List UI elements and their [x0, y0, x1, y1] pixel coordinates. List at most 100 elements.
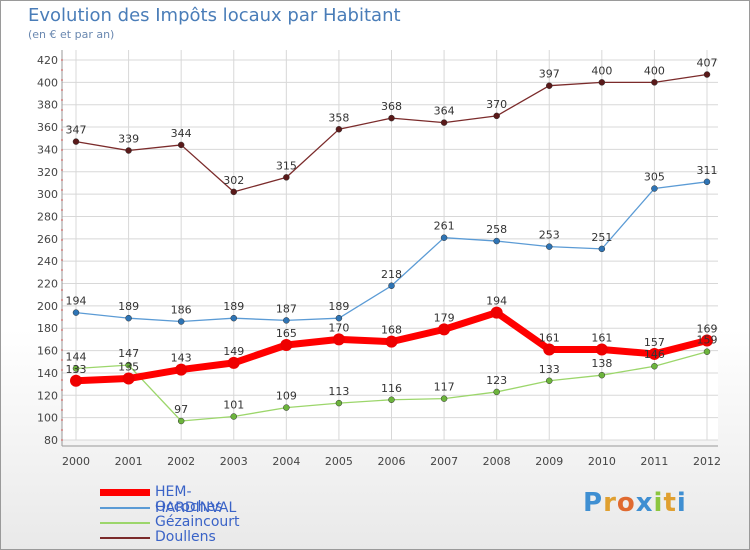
chart-title: Evolution des Impôts locaux par Habitant — [28, 5, 401, 26]
data-label-g-zaincourt: 109 — [276, 390, 297, 403]
data-label-hem-hardinval: 149 — [223, 345, 244, 358]
y-tick-label: 100 — [37, 412, 58, 425]
data-label-g-zaincourt: 147 — [118, 347, 139, 360]
data-point-doullens — [283, 174, 290, 181]
data-point-doullens — [546, 82, 553, 89]
x-tick-label: 2008 — [483, 455, 511, 468]
data-label-hem-hardinval: 170 — [328, 321, 349, 334]
x-tick-label: 2010 — [588, 455, 616, 468]
data-label-hem-hardinval: 165 — [276, 327, 297, 340]
data-label-doullens: 407 — [697, 57, 718, 70]
data-point-g-zaincourt — [703, 348, 711, 355]
data-label-doullens: 364 — [434, 105, 455, 118]
data-label-hem-hardinval: 168 — [381, 324, 402, 337]
y-tick-label: 340 — [37, 143, 58, 156]
data-point-g-zaincourt — [598, 371, 606, 379]
data-point-hem-hardinval — [70, 374, 82, 387]
data-label-g-zaincourt: 159 — [697, 334, 718, 347]
data-point-occoches — [230, 314, 237, 322]
data-point-doullens — [72, 138, 80, 145]
legend-swatch — [100, 507, 150, 509]
data-label-hem-hardinval: 161 — [591, 331, 612, 344]
logo-letter: i — [653, 488, 664, 518]
data-label-doullens: 397 — [539, 68, 560, 81]
data-point-hem-hardinval — [280, 339, 293, 351]
data-point-doullens — [230, 188, 237, 196]
data-label-occoches: 218 — [381, 268, 402, 281]
y-tick-label: 400 — [37, 76, 58, 89]
data-point-doullens — [703, 71, 711, 78]
data-point-occoches — [703, 178, 711, 186]
y-tick-label: 360 — [37, 121, 58, 134]
data-label-occoches: 189 — [328, 300, 349, 313]
data-label-doullens: 358 — [328, 111, 349, 124]
data-point-doullens — [177, 141, 185, 149]
legend-label: Doullens — [155, 529, 216, 545]
legend-swatch — [100, 489, 150, 496]
data-label-occoches: 186 — [171, 304, 192, 317]
data-point-occoches — [283, 317, 290, 324]
x-tick-label: 2009 — [535, 455, 563, 468]
data-label-occoches: 311 — [697, 164, 718, 177]
data-point-g-zaincourt — [440, 395, 448, 402]
x-tick-label: 2006 — [378, 455, 406, 468]
data-point-g-zaincourt — [72, 365, 80, 372]
data-label-g-zaincourt: 101 — [223, 399, 244, 412]
y-tick-label: 280 — [37, 210, 58, 223]
data-label-doullens: 370 — [486, 98, 507, 111]
data-label-hem-hardinval: 133 — [66, 363, 87, 376]
data-label-g-zaincourt: 144 — [66, 350, 87, 363]
y-tick-label: 420 — [37, 54, 58, 67]
data-label-occoches: 258 — [486, 223, 507, 236]
data-point-doullens — [335, 126, 343, 133]
y-tick-label: 300 — [37, 188, 58, 201]
data-label-occoches: 253 — [539, 229, 560, 242]
data-point-occoches — [493, 237, 500, 245]
data-label-occoches: 305 — [644, 171, 665, 184]
data-point-hem-hardinval — [332, 333, 345, 346]
data-label-g-zaincourt: 138 — [591, 357, 612, 370]
logo-letter: P — [583, 488, 604, 518]
data-label-hem-hardinval: 135 — [118, 361, 139, 374]
data-label-g-zaincourt: 113 — [328, 385, 349, 398]
data-point-occoches — [388, 282, 395, 290]
data-label-g-zaincourt: 146 — [644, 348, 665, 361]
x-tick-label: 2002 — [167, 455, 195, 468]
data-point-g-zaincourt — [335, 399, 343, 407]
data-point-doullens — [651, 79, 658, 86]
data-point-hem-hardinval — [543, 343, 556, 356]
data-label-occoches: 189 — [118, 300, 139, 313]
data-point-doullens — [493, 112, 500, 120]
y-tick-label: 260 — [37, 233, 58, 246]
data-label-g-zaincourt: 117 — [434, 381, 455, 394]
data-point-g-zaincourt — [388, 396, 395, 404]
x-tick-label: 2003 — [220, 455, 248, 468]
chart-subtitle: (en € et par an) — [28, 28, 115, 41]
data-point-occoches — [651, 185, 658, 192]
data-label-doullens: 400 — [591, 64, 612, 77]
data-point-doullens — [440, 119, 448, 126]
data-point-hem-hardinval — [227, 356, 240, 369]
y-tick-label: 80 — [44, 434, 58, 447]
data-point-occoches — [177, 318, 185, 325]
y-tick-label: 160 — [37, 345, 58, 358]
legend-label: Gézaincourt — [155, 514, 240, 530]
data-point-g-zaincourt — [493, 388, 500, 396]
data-point-occoches — [440, 234, 448, 241]
y-tick-label: 380 — [37, 99, 58, 112]
data-label-occoches: 261 — [434, 220, 455, 233]
data-label-doullens: 315 — [276, 159, 297, 172]
data-point-doullens — [388, 114, 395, 122]
data-label-doullens: 347 — [66, 124, 87, 137]
y-tick-label: 180 — [37, 322, 58, 335]
y-tick-label: 200 — [37, 300, 58, 313]
data-label-occoches: 194 — [66, 295, 87, 308]
logo-letter: t — [663, 488, 677, 518]
logo-letter: o — [616, 488, 636, 518]
data-point-g-zaincourt — [230, 413, 237, 420]
data-point-hem-hardinval — [490, 306, 503, 319]
data-point-g-zaincourt — [283, 404, 290, 411]
x-tick-label: 2005 — [325, 455, 353, 468]
y-tick-label: 220 — [37, 278, 58, 291]
